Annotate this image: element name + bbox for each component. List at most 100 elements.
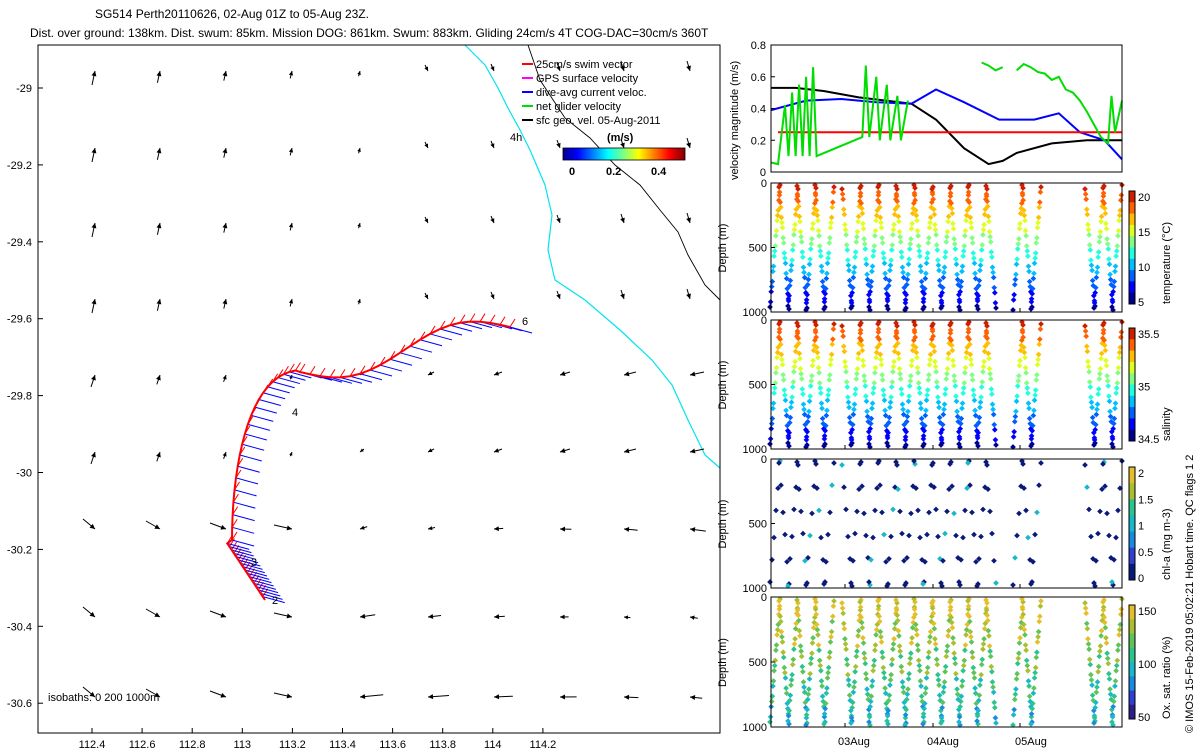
section-sample xyxy=(798,508,804,515)
geo-vel-arrowhead xyxy=(89,691,95,697)
section-sample xyxy=(1025,678,1032,684)
section-sample xyxy=(941,406,947,413)
section-plot-bg xyxy=(771,459,1122,588)
section-sample xyxy=(985,486,991,493)
section-sample xyxy=(942,391,948,398)
section-sample xyxy=(831,460,837,466)
section-sample xyxy=(825,387,832,393)
section-sample xyxy=(798,653,805,660)
section-sample xyxy=(967,351,974,358)
section-sample xyxy=(1023,507,1029,514)
section-sample xyxy=(938,437,945,443)
section-sample xyxy=(789,533,795,540)
section-sample xyxy=(817,248,824,254)
dac-vector xyxy=(232,526,255,534)
section-sample xyxy=(954,691,961,698)
section-sample xyxy=(912,344,919,351)
section-sample xyxy=(940,274,947,281)
section-sample xyxy=(884,583,890,589)
section-sample xyxy=(1093,411,1100,418)
section-sample xyxy=(816,369,822,376)
section-sample xyxy=(877,214,884,221)
velocity-series xyxy=(770,61,1123,166)
section-sample xyxy=(1032,531,1038,538)
section-sample xyxy=(1111,415,1118,422)
section-sample xyxy=(789,671,795,678)
section-sample xyxy=(791,506,797,513)
section-sample xyxy=(779,356,785,363)
section-sample xyxy=(983,183,989,189)
section-sample xyxy=(804,418,811,425)
section-sample xyxy=(950,640,957,646)
section-sample xyxy=(932,358,938,365)
section-sample xyxy=(822,285,829,292)
dac-vector xyxy=(283,373,306,381)
section-sample xyxy=(897,233,903,240)
section-sample xyxy=(930,343,937,350)
section-sample xyxy=(1113,385,1120,391)
isobath-line xyxy=(464,44,721,469)
dac-vector xyxy=(272,381,295,389)
geo-vel-arrowhead xyxy=(288,299,294,304)
section-sample xyxy=(848,437,855,443)
coastline xyxy=(527,44,721,301)
section-sample xyxy=(911,606,918,613)
section-sample xyxy=(1116,212,1123,219)
section-sample xyxy=(1010,722,1016,728)
geo-vel-arrowhead xyxy=(288,148,294,153)
section-sample xyxy=(1094,264,1101,271)
dac-vector xyxy=(247,423,271,431)
section-sample xyxy=(959,405,965,412)
section-sample xyxy=(817,385,824,391)
section-sample xyxy=(813,197,820,204)
section-sample xyxy=(830,603,837,610)
section-sample xyxy=(1091,580,1097,586)
section-sample xyxy=(815,354,821,361)
section-sample xyxy=(930,610,937,617)
section-sample xyxy=(1110,698,1117,705)
section-sample xyxy=(896,355,902,362)
section-sample xyxy=(913,485,919,492)
section-sample xyxy=(971,531,977,538)
section-sample xyxy=(846,277,853,284)
section-sample xyxy=(774,217,780,224)
section-sample xyxy=(956,304,962,310)
section-sample xyxy=(951,650,957,657)
geo-vel-arrowhead xyxy=(424,218,428,223)
section-sample xyxy=(794,320,800,326)
section-sample xyxy=(943,653,950,660)
section-sample xyxy=(981,358,987,365)
section-sample xyxy=(1032,387,1039,393)
section-sample xyxy=(964,485,970,492)
section-sample xyxy=(830,326,837,332)
section-sample xyxy=(944,648,950,655)
section-sample xyxy=(991,704,998,711)
section-sample xyxy=(929,191,936,197)
section-sample xyxy=(805,554,811,561)
section-sample xyxy=(786,419,793,426)
geo-vel-arrowhead xyxy=(560,371,566,376)
section-sample xyxy=(894,198,901,205)
section-sample xyxy=(799,663,806,670)
section-sample xyxy=(778,351,785,358)
section-sample xyxy=(990,411,997,418)
section-sample xyxy=(774,212,781,219)
section-sample xyxy=(989,530,995,537)
section-colorbar-frame xyxy=(1128,604,1136,720)
section-sample xyxy=(916,248,923,254)
section-sample xyxy=(933,242,940,248)
section-sample xyxy=(1115,642,1122,648)
section-sample xyxy=(839,605,846,612)
section-sample xyxy=(969,234,975,241)
geo-vel-arrowhead xyxy=(286,613,292,619)
section-sample xyxy=(796,350,803,357)
section-sample xyxy=(978,661,985,668)
section-sample xyxy=(1107,413,1114,420)
section-sample xyxy=(825,255,831,262)
section-sample xyxy=(909,357,915,364)
section-sample xyxy=(782,675,789,681)
section-sample xyxy=(945,350,952,357)
section-sample xyxy=(1024,248,1031,254)
section-sample xyxy=(797,228,804,235)
section-sample xyxy=(943,239,950,245)
